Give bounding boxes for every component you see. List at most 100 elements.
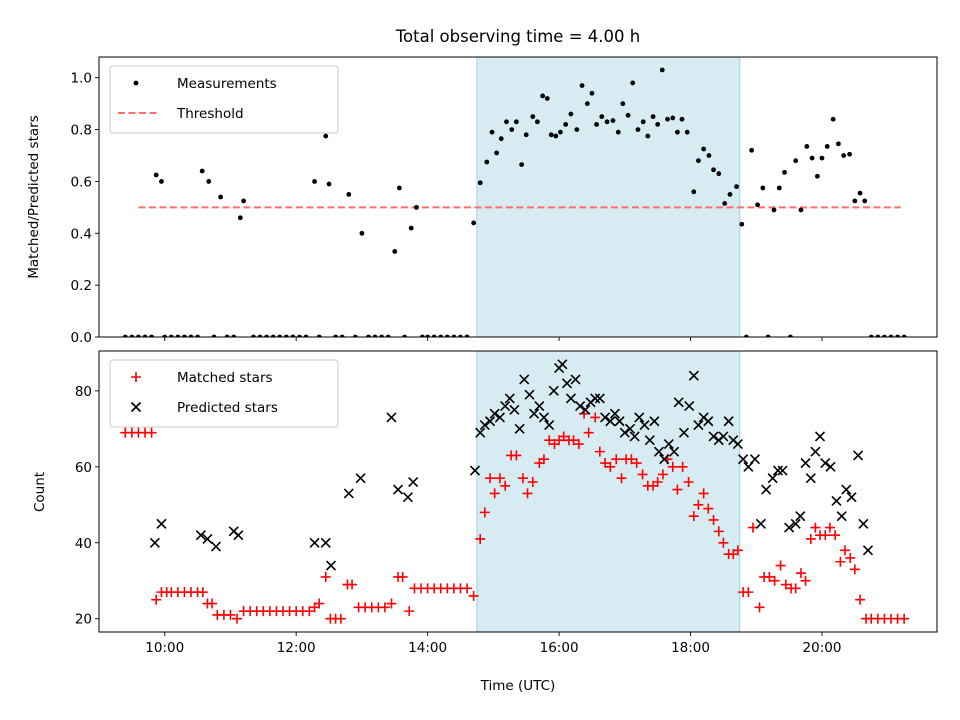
data-point [795, 568, 806, 579]
data-point [605, 461, 616, 472]
data-point [479, 419, 490, 431]
data-point [514, 423, 525, 434]
data-point [241, 198, 246, 204]
data-point [749, 147, 755, 153]
data-point [862, 545, 874, 556]
data-point [402, 492, 413, 503]
y-tick-label: 0.0 [71, 330, 92, 346]
data-point [738, 454, 749, 465]
data-point [684, 129, 690, 135]
data-point [484, 159, 490, 165]
data-point [316, 334, 322, 337]
data-point [800, 575, 811, 586]
data-point [355, 473, 366, 484]
observing-window-shade [476, 350, 741, 633]
data-point [584, 101, 590, 107]
data-point [206, 179, 212, 184]
data-point [669, 446, 680, 457]
data-point [304, 606, 315, 617]
data-point [809, 155, 815, 161]
data-point [777, 465, 788, 476]
data-point [655, 122, 661, 127]
data-point [534, 119, 540, 125]
legend: Matched stars Predicted stars [109, 359, 339, 428]
data-point [760, 185, 766, 191]
data-point [814, 173, 820, 179]
data-point [504, 119, 509, 125]
data-point [153, 172, 159, 178]
data-point [359, 230, 365, 236]
data-point [836, 141, 841, 147]
data-point [386, 412, 397, 423]
data-point [784, 522, 795, 533]
data-point [548, 132, 554, 138]
axes-frame [98, 350, 938, 633]
data-point [677, 461, 688, 472]
data-point [679, 116, 685, 122]
data-point [335, 613, 346, 624]
data-point [323, 133, 329, 139]
data-point [404, 606, 415, 617]
data-point [846, 492, 857, 503]
data-point [868, 334, 874, 337]
data-point [604, 119, 610, 125]
data-point [665, 116, 670, 122]
data-point [149, 537, 160, 548]
data-point [494, 412, 505, 423]
data-point [698, 488, 709, 499]
series-matched-stars [120, 408, 910, 624]
data-point [224, 334, 230, 337]
data-point [703, 503, 714, 514]
data-point [814, 431, 826, 442]
data-point [743, 334, 749, 337]
y-tick-label: 0.6 [71, 174, 92, 190]
data-point [561, 378, 573, 389]
data-point [425, 334, 431, 337]
data-point [853, 450, 864, 461]
data-point [233, 530, 244, 541]
data-point [159, 179, 164, 184]
data-point [670, 115, 676, 121]
data-point [888, 334, 894, 337]
data-point [544, 96, 550, 101]
data-point [782, 169, 787, 175]
legend-box [109, 359, 339, 428]
data-point [379, 602, 390, 613]
data-point [146, 427, 157, 438]
data-point [352, 334, 358, 337]
data-point [129, 334, 135, 337]
data-point [553, 133, 559, 139]
data-point [540, 93, 546, 99]
data-point [320, 537, 331, 548]
y-tick-label: 80 [75, 384, 92, 400]
data-point [793, 158, 799, 164]
data-point [522, 488, 533, 499]
data-point [589, 90, 595, 96]
series-predicted-stars [149, 359, 874, 571]
data-point [469, 465, 481, 476]
data-point [594, 393, 605, 404]
data-point [708, 514, 719, 525]
data-point [479, 507, 490, 518]
data-point [544, 435, 555, 446]
data-point [232, 613, 243, 624]
data-point [500, 480, 511, 491]
data-point [565, 393, 576, 404]
data-point [210, 541, 222, 552]
x-tick-label: 10:00 [145, 640, 184, 656]
observing-window-shade [476, 56, 741, 338]
data-point [776, 185, 782, 191]
data-point [568, 435, 579, 446]
data-point [527, 477, 538, 488]
data-point [386, 598, 397, 609]
data-point [519, 162, 525, 167]
data-point [211, 334, 217, 337]
data-point [653, 446, 665, 457]
data-point [659, 454, 670, 465]
data-point [841, 484, 852, 495]
data-point [805, 533, 816, 544]
data-point [182, 334, 187, 337]
bottom-panel-counts: 20 40 60 80 10:00 12:00 14:00 16:00 18:00 20:00 Ma… [75, 350, 938, 656]
data-point [500, 400, 511, 412]
